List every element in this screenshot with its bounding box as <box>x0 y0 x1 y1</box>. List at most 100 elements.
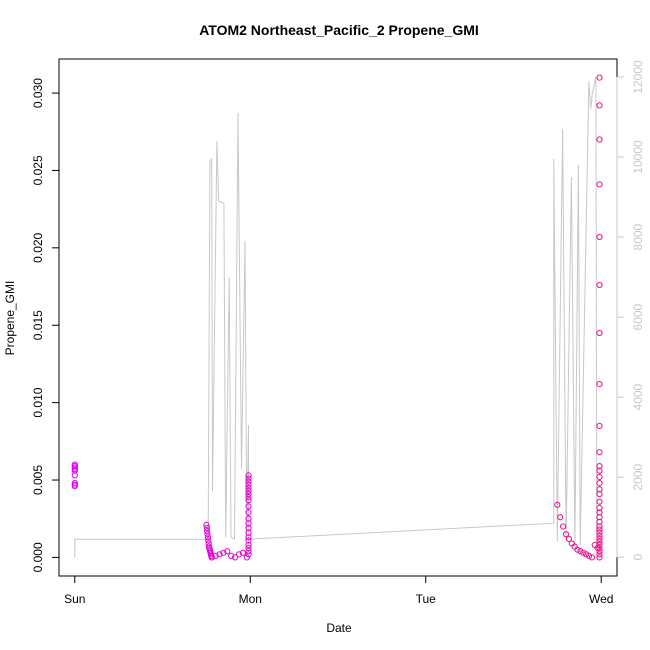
data-point <box>245 529 252 536</box>
data-point <box>245 475 252 482</box>
data-point <box>580 549 587 556</box>
data-point <box>596 504 603 511</box>
data-point <box>245 497 252 504</box>
y-tick-label: 0.000 <box>31 542 45 572</box>
data-point <box>204 528 211 535</box>
y-axis: 0.000 0.005 0.010 0.015 0.020 0.025 0.030 <box>31 78 60 572</box>
data-point <box>554 501 561 508</box>
x-tick-label: Sun <box>64 592 85 606</box>
data-point <box>560 523 567 530</box>
data-point <box>203 521 210 529</box>
data-point <box>596 381 603 388</box>
data-point <box>596 329 603 337</box>
plot-frame <box>58 58 618 577</box>
data-point <box>596 554 603 561</box>
secondary-y-tick-label: 10000 <box>631 140 645 174</box>
data-point <box>239 549 246 556</box>
data-point <box>205 540 212 547</box>
data-point <box>220 549 227 556</box>
data-point <box>596 545 603 552</box>
data-point <box>596 535 603 543</box>
data-point <box>596 526 603 533</box>
y-tick-label: 0.030 <box>31 78 45 108</box>
x-axis-label: Date <box>326 621 352 635</box>
data-point <box>596 102 603 109</box>
data-point <box>245 484 252 491</box>
data-point <box>596 514 603 521</box>
secondary-y-tick-label: 12000 <box>631 60 645 94</box>
altitude-series-line <box>74 76 598 558</box>
secondary-y-tick-label: 4000 <box>631 383 645 410</box>
data-point <box>588 554 596 561</box>
x-axis: Sun Mon Tue Wed <box>64 575 613 606</box>
data-point <box>245 494 252 501</box>
data-point <box>245 490 252 498</box>
data-point <box>596 74 603 81</box>
data-points-layer <box>71 74 603 561</box>
data-point <box>243 554 250 561</box>
x-tick-label: Mon <box>239 592 262 606</box>
chart-title: ATOM2 Northeast_Pacific_2 Propene_GMI <box>199 22 479 38</box>
y-tick-label: 0.020 <box>31 232 45 262</box>
data-point <box>596 541 603 549</box>
secondary-y-tick-label: 2000 <box>631 464 645 491</box>
data-point <box>224 548 231 555</box>
secondary-y-axis: 0 2000 4000 6000 8000 10000 12000 <box>616 60 645 561</box>
data-point <box>232 554 239 561</box>
data-point <box>594 545 601 552</box>
data-point <box>71 483 78 490</box>
y-axis-label: Propene_GMI <box>3 281 17 356</box>
data-point <box>557 514 564 521</box>
data-point <box>245 534 252 541</box>
secondary-y-tick-label: 6000 <box>631 303 645 330</box>
data-point <box>245 541 252 549</box>
secondary-y-tick-label: 8000 <box>631 223 645 250</box>
data-point <box>71 467 78 474</box>
data-point <box>245 478 252 485</box>
altitude-line-layer <box>74 76 598 558</box>
data-point <box>212 552 219 560</box>
data-point <box>562 531 570 538</box>
data-point <box>596 498 603 505</box>
data-point <box>204 534 211 541</box>
data-point <box>585 552 593 560</box>
data-point <box>596 233 603 241</box>
y-tick-label: 0.005 <box>31 465 45 495</box>
y-tick-label: 0.010 <box>31 387 45 417</box>
data-point <box>596 449 603 456</box>
data-point <box>596 473 603 480</box>
data-point <box>596 490 603 498</box>
data-point <box>596 518 603 525</box>
data-point <box>245 524 252 532</box>
data-point <box>245 503 252 510</box>
data-point <box>228 552 235 560</box>
data-point <box>596 422 603 429</box>
secondary-y-tick-label: 0 <box>631 554 645 561</box>
data-point <box>245 551 252 558</box>
data-point <box>245 545 252 552</box>
data-point <box>596 548 603 555</box>
data-point <box>596 532 603 539</box>
data-point <box>208 554 215 561</box>
data-point <box>596 523 603 530</box>
data-point <box>596 463 603 470</box>
data-point <box>205 537 212 544</box>
data-point <box>245 537 252 544</box>
data-point <box>204 531 211 538</box>
data-point <box>574 546 581 553</box>
data-point <box>596 538 603 546</box>
data-point <box>245 509 252 516</box>
y-tick-label: 0.015 <box>31 310 45 340</box>
data-point <box>245 487 252 494</box>
data-point <box>596 480 603 487</box>
x-tick-label: Tue <box>416 592 437 606</box>
data-point <box>596 467 603 474</box>
data-point <box>235 551 243 558</box>
data-point <box>245 548 252 555</box>
data-point <box>245 472 252 479</box>
data-point <box>596 529 603 536</box>
data-point <box>596 136 603 143</box>
y-tick-label: 0.025 <box>31 155 45 185</box>
data-point <box>596 281 603 289</box>
